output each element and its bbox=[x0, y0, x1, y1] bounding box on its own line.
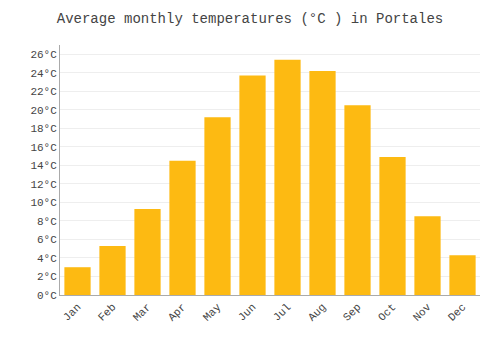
svg-text:Jun: Jun bbox=[236, 301, 258, 323]
svg-text:Oct: Oct bbox=[376, 301, 398, 323]
svg-text:Mar: Mar bbox=[131, 301, 153, 323]
svg-text:Sep: Sep bbox=[341, 301, 363, 323]
svg-text:22°C: 22°C bbox=[30, 86, 57, 98]
svg-text:Nov: Nov bbox=[411, 301, 434, 324]
svg-text:12°C: 12°C bbox=[30, 179, 57, 191]
svg-text:6°C: 6°C bbox=[37, 234, 57, 246]
svg-text:26°C: 26°C bbox=[30, 49, 57, 61]
svg-text:20°C: 20°C bbox=[30, 105, 57, 117]
svg-text:10°C: 10°C bbox=[30, 197, 57, 209]
svg-text:Jul: Jul bbox=[271, 301, 293, 323]
svg-text:0°C: 0°C bbox=[37, 290, 57, 302]
svg-text:16°C: 16°C bbox=[30, 142, 57, 154]
svg-text:Jan: Jan bbox=[61, 301, 83, 323]
svg-text:18°C: 18°C bbox=[30, 123, 57, 135]
svg-text:2°C: 2°C bbox=[37, 271, 57, 283]
svg-text:Aug: Aug bbox=[306, 301, 328, 323]
svg-text:4°C: 4°C bbox=[37, 253, 57, 265]
svg-text:Average monthly temperatures (: Average monthly temperatures (°C ) in Po… bbox=[57, 11, 443, 27]
svg-text:Feb: Feb bbox=[96, 301, 118, 323]
svg-text:Dec: Dec bbox=[446, 301, 468, 323]
svg-text:8°C: 8°C bbox=[37, 216, 57, 228]
svg-text:May: May bbox=[201, 301, 224, 324]
svg-text:24°C: 24°C bbox=[30, 68, 57, 80]
svg-text:14°C: 14°C bbox=[30, 160, 57, 172]
svg-text:Apr: Apr bbox=[166, 301, 188, 323]
